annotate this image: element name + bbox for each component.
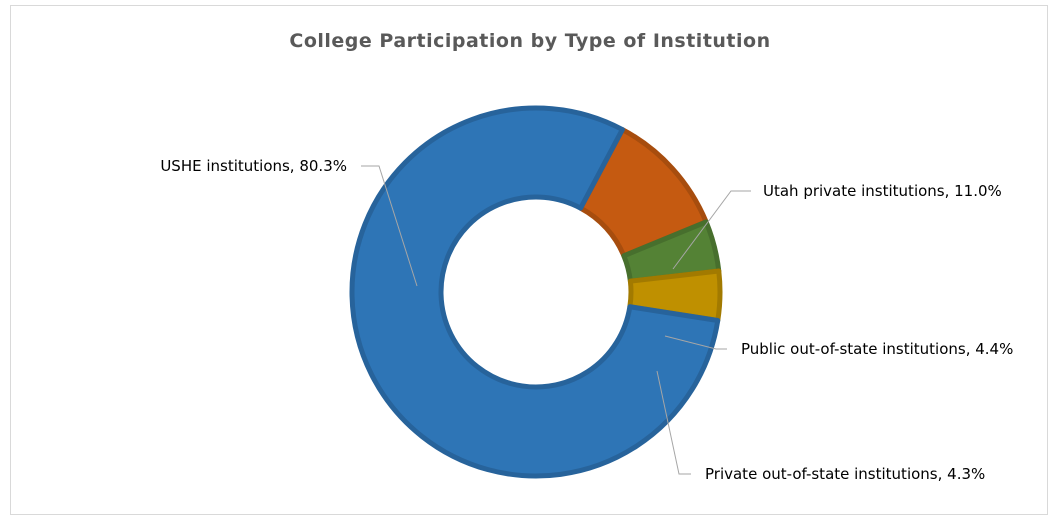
leader-line	[656, 370, 691, 475]
donut-chart: Utah private institutions, 11.0% Public o…	[160, 105, 1013, 483]
data-label: USHE institutions, 80.3%	[160, 157, 347, 175]
leader-line	[664, 335, 727, 350]
chart-frame: College Participation by Type of Institu…	[10, 5, 1048, 515]
leader-line	[361, 165, 418, 287]
donut-slice-ushe-institutions	[349, 105, 721, 479]
chart-title: College Participation by Type of Institu…	[289, 30, 771, 52]
data-label: Utah private institutions, 11.0%	[763, 182, 1002, 200]
data-label: Public out-of-state institutions, 4.4%	[741, 340, 1013, 358]
data-label: Private out-of-state institutions, 4.3%	[705, 465, 985, 483]
leader-line	[672, 190, 751, 270]
